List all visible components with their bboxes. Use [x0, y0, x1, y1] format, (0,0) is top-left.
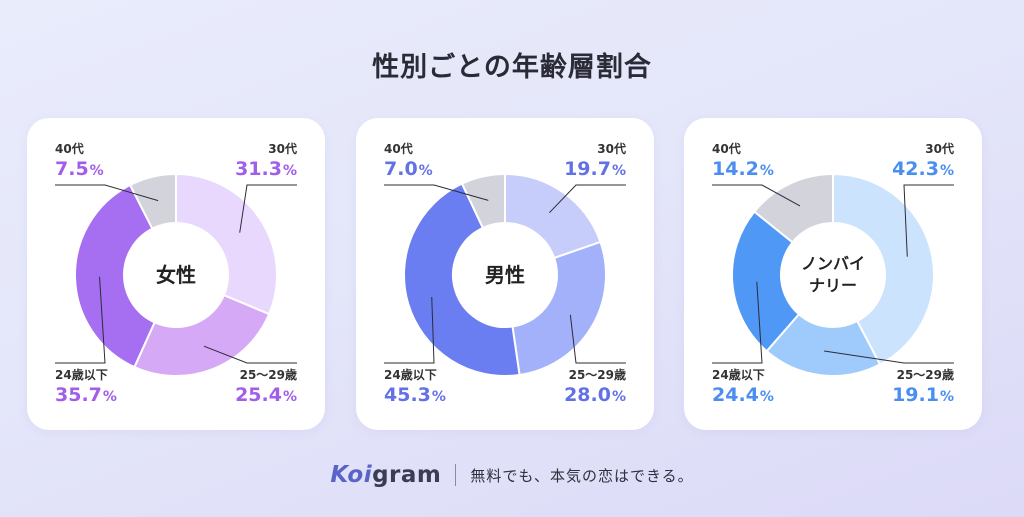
value-25-29-number: 19.1 — [892, 384, 939, 406]
center-line-1: ノンバイ — [800, 254, 865, 274]
label-40s: 40代 — [712, 142, 741, 156]
leader-line-25-29 — [569, 314, 626, 364]
value-40s-number: 14.2 — [712, 158, 759, 180]
value-25-29: 25.4% — [235, 384, 297, 406]
center-line-2: ナリー — [808, 276, 857, 295]
label-under-24: 24歳以下 — [384, 368, 437, 382]
value-40s-number: 7.0 — [384, 158, 418, 180]
value-30s-number: 31.3 — [235, 158, 282, 180]
segment-30s — [175, 172, 278, 316]
segment-under-24 — [74, 183, 156, 369]
value-30s-number: 19.7 — [564, 158, 611, 180]
segment-30s — [832, 172, 935, 366]
donut-chart-female — [55, 172, 297, 377]
value-40s: 7.5% — [55, 158, 104, 180]
value-40s: 7.0% — [384, 158, 433, 180]
label-30s: 30代 — [925, 142, 954, 156]
leader-line-under-24 — [384, 297, 435, 364]
footer: Koigram 無料でも、本気の恋はできる。 — [0, 458, 1024, 492]
value-under-24: 45.3% — [384, 384, 446, 406]
value-30s: 42.3% — [892, 158, 954, 180]
footer-divider — [455, 464, 457, 486]
leader-line-40s — [55, 184, 159, 202]
value-under-24-number: 24.4 — [712, 384, 759, 406]
value-under-24-unit: % — [759, 389, 774, 405]
segment-40s — [752, 172, 834, 244]
donut-chart-male — [384, 172, 626, 377]
logo-gram: gram — [372, 462, 442, 488]
value-under-24-number: 35.7 — [55, 384, 102, 406]
value-30s: 31.3% — [235, 158, 297, 180]
value-30s-number: 42.3 — [892, 158, 939, 180]
value-40s-unit: % — [759, 163, 774, 179]
leader-line-30s — [239, 184, 297, 233]
label-40s: 40代 — [55, 142, 84, 156]
value-25-29-unit: % — [611, 389, 626, 405]
koigram-logo[interactable]: Koigram — [330, 462, 441, 488]
segment-40s — [460, 172, 506, 230]
label-30s: 30代 — [597, 142, 626, 156]
value-40s-number: 7.5 — [55, 158, 89, 180]
value-under-24: 24.4% — [712, 384, 774, 406]
donut-center-label: ノンバイ ナリー — [783, 225, 883, 325]
value-25-29-number: 25.4 — [235, 384, 282, 406]
logo-koi: Koi — [330, 462, 373, 488]
value-40s-unit: % — [89, 163, 104, 179]
leader-line-40s — [712, 184, 801, 207]
label-under-24: 24歳以下 — [55, 368, 108, 382]
value-under-24: 35.7% — [55, 384, 117, 406]
label-25-29: 25〜29歳 — [239, 368, 297, 382]
label-under-24: 24歳以下 — [712, 368, 765, 382]
donut-chart-nonbinary — [712, 172, 954, 377]
segment-25-29 — [511, 240, 607, 377]
value-40s: 14.2% — [712, 158, 774, 180]
segment-under-24 — [731, 210, 801, 353]
value-30s-unit: % — [939, 163, 954, 179]
chart-card-male: 30代 19.7% 40代 7.0% 25〜29歳 28.0% 24歳以下 45… — [356, 118, 654, 430]
value-40s-unit: % — [418, 163, 433, 179]
chart-card-nonbinary: 30代 42.3% 40代 14.2% 25〜29歳 19.1% 24歳以下 2… — [684, 118, 982, 430]
donut-center-label: 男性 — [485, 262, 525, 287]
donut-center-label: 女性 — [156, 262, 196, 287]
page-title: 性別ごとの年齢層割合 — [372, 52, 652, 83]
value-25-29: 19.1% — [892, 384, 954, 406]
value-30s-unit: % — [611, 163, 626, 179]
leader-line-25-29 — [824, 350, 954, 364]
label-25-29: 25〜29歳 — [568, 368, 626, 382]
leader-line-25-29 — [203, 345, 297, 364]
label-40s: 40代 — [384, 142, 413, 156]
value-under-24-number: 45.3 — [384, 384, 431, 406]
label-25-29: 25〜29歳 — [896, 368, 954, 382]
label-30s: 30代 — [268, 142, 297, 156]
leader-line-30s — [903, 184, 954, 257]
leader-line-under-24 — [55, 276, 106, 364]
leader-line-30s — [549, 184, 626, 214]
value-25-29-unit: % — [282, 389, 297, 405]
tagline: 無料でも、本気の恋はできる。 — [470, 466, 694, 485]
value-30s-unit: % — [282, 163, 297, 179]
value-25-29-number: 28.0 — [564, 384, 611, 406]
leader-line-under-24 — [712, 281, 763, 364]
segment-25-29 — [133, 293, 271, 377]
leader-line-40s — [384, 184, 489, 201]
value-under-24-unit: % — [102, 389, 117, 405]
value-30s: 19.7% — [564, 158, 626, 180]
chart-card-female: 30代 31.3% 40代 7.5% 25〜29歳 25.4% 24歳以下 35… — [27, 118, 325, 430]
value-25-29-unit: % — [939, 389, 954, 405]
donut-center-label-text: ノンバイ ナリー — [801, 253, 865, 296]
value-25-29: 28.0% — [564, 384, 626, 406]
value-under-24-unit: % — [431, 389, 446, 405]
segment-40s — [128, 172, 177, 231]
